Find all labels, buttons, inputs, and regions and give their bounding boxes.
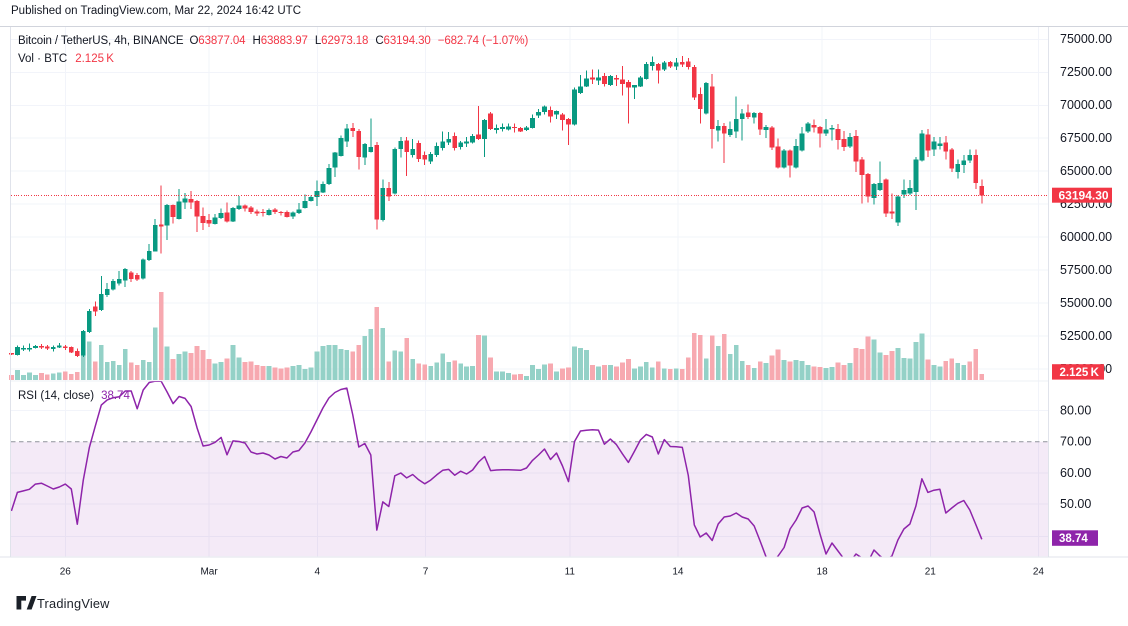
svg-text:Mar: Mar (200, 567, 218, 578)
svg-text:60000.00: 60000.00 (1060, 230, 1112, 244)
svg-text:75000.00: 75000.00 (1060, 32, 1112, 46)
svg-text:14: 14 (672, 567, 684, 578)
svg-text:50.00: 50.00 (1060, 497, 1091, 511)
svg-text:18: 18 (817, 567, 829, 578)
svg-text:7: 7 (423, 567, 429, 578)
svg-text:21: 21 (925, 567, 937, 578)
svg-text:52500.00: 52500.00 (1060, 329, 1112, 343)
svg-text:TradingView: TradingView (37, 596, 110, 611)
svg-text:63194.30: 63194.30 (1059, 189, 1109, 203)
svg-text:11: 11 (565, 567, 576, 578)
svg-text:60.00: 60.00 (1060, 466, 1091, 480)
svg-text:4: 4 (315, 567, 321, 578)
svg-text:57500.00: 57500.00 (1060, 263, 1112, 277)
svg-text:72500.00: 72500.00 (1060, 65, 1112, 79)
svg-text:65000.00: 65000.00 (1060, 164, 1112, 178)
svg-text:2.125 K: 2.125 K (1060, 367, 1100, 379)
svg-text:26: 26 (60, 567, 72, 578)
svg-text:55000.00: 55000.00 (1060, 296, 1112, 310)
svg-text:70000.00: 70000.00 (1060, 98, 1112, 112)
svg-text:67500.00: 67500.00 (1060, 131, 1112, 145)
svg-text:38.74: 38.74 (1059, 533, 1088, 545)
svg-text:24: 24 (1033, 567, 1045, 578)
svg-text:70.00: 70.00 (1060, 435, 1091, 449)
svg-text:80.00: 80.00 (1060, 404, 1091, 418)
